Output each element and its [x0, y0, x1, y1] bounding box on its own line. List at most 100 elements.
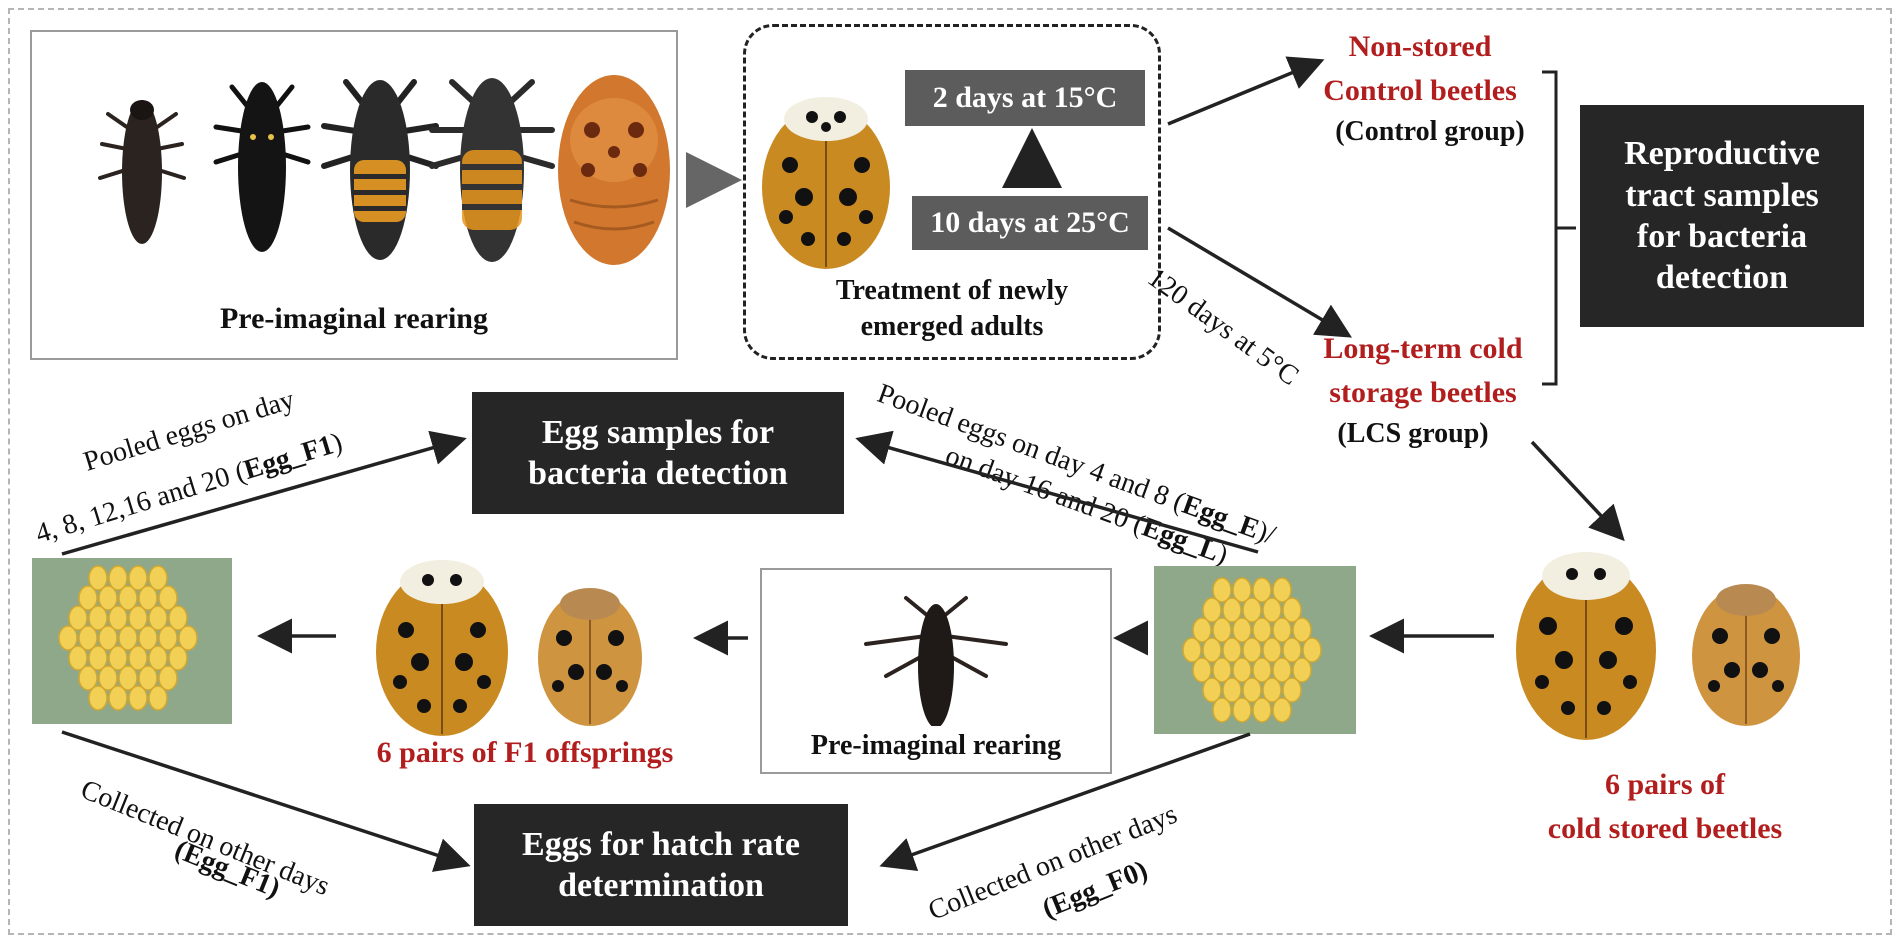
- pre-imaginal-box-bottom: Pre-imaginal rearing: [760, 568, 1112, 774]
- ladybird-adult-icon: [1692, 584, 1800, 726]
- egg-samples-line2: bacteria detection: [528, 455, 788, 492]
- egg: [1262, 677, 1282, 703]
- egg: [148, 565, 168, 591]
- egg: [88, 565, 108, 591]
- egg: [68, 605, 88, 631]
- egg: [88, 685, 108, 711]
- egg: [108, 645, 128, 671]
- ladybird-larva-icon: [98, 100, 186, 244]
- egg: [1192, 617, 1212, 643]
- egg: [108, 605, 128, 631]
- egg: [108, 685, 128, 711]
- egg: [1232, 577, 1252, 603]
- egg: [88, 605, 108, 631]
- egg: [1242, 637, 1262, 663]
- egg: [98, 665, 118, 691]
- lcs-group-label: (LCS group): [1337, 418, 1489, 449]
- bracket-icon: [1542, 70, 1576, 386]
- ladybird-adult-icon: [762, 97, 890, 269]
- egg: [168, 605, 188, 631]
- arrow-icon: [855, 430, 1259, 554]
- egg-cluster-f0: [1154, 566, 1356, 734]
- egg-cluster-icon: [58, 565, 198, 711]
- egg: [78, 625, 98, 651]
- pre-imaginal-label-bottom: Pre-imaginal rearing: [810, 730, 1062, 761]
- egg: [1282, 637, 1302, 663]
- non-stored-line1: Non-stored: [1348, 30, 1492, 63]
- egg: [1212, 697, 1232, 723]
- arrow-icon: [61, 730, 471, 872]
- egg: [1262, 637, 1282, 663]
- arrow-icon: [1530, 440, 1625, 542]
- pre-imaginal-label-top: Pre-imaginal rearing: [219, 302, 488, 335]
- egg: [1232, 657, 1252, 683]
- egg: [1212, 657, 1232, 683]
- egg: [128, 565, 148, 591]
- egg: [1222, 677, 1242, 703]
- pre-imaginal-box-top: Pre-imaginal rearing: [30, 30, 678, 360]
- egg: [148, 685, 168, 711]
- arrow-icon: [61, 430, 467, 556]
- egg: [1222, 637, 1242, 663]
- egg: [158, 625, 178, 651]
- f1-offspring-beetles: [376, 560, 642, 736]
- egg: [1272, 577, 1292, 603]
- egg: [108, 565, 128, 591]
- egg: [148, 645, 168, 671]
- ladybird-pupa-icon: [558, 75, 670, 265]
- egg: [1272, 657, 1292, 683]
- egg: [58, 625, 78, 651]
- non-stored-line2: Control beetles: [1323, 74, 1517, 107]
- ladybird-adult-icon: [1516, 552, 1656, 740]
- repro-line3: for bacteria: [1636, 218, 1808, 255]
- ten-days-box: 10 days at 25°C: [912, 196, 1148, 250]
- egg: [1232, 617, 1252, 643]
- long-term-line1: Long-term cold: [1323, 332, 1523, 365]
- repro-line2: tract samples: [1625, 176, 1819, 214]
- egg: [1282, 677, 1302, 703]
- repro-line1: Reproductive: [1624, 135, 1820, 173]
- egg: [178, 625, 198, 651]
- six-pairs-f1-label: 6 pairs of F1 offsprings: [376, 736, 674, 769]
- egg: [138, 585, 158, 611]
- egg: [168, 645, 188, 671]
- egg: [128, 605, 148, 631]
- treatment-label-line2: emerged adults: [860, 311, 1044, 342]
- ladybird-larva-icon: [321, 79, 439, 260]
- ladybird-larva-icon: [213, 82, 311, 252]
- egg: [78, 665, 98, 691]
- egg: [138, 625, 158, 651]
- egg: [78, 585, 98, 611]
- control-group-label: (Control group): [1335, 116, 1525, 147]
- egg: [1202, 637, 1222, 663]
- egg: [1252, 657, 1272, 683]
- reproductive-tract-box: Reproductive tract samples for bacteria …: [1580, 105, 1864, 327]
- egg: [1192, 657, 1212, 683]
- arrow-icon: [879, 732, 1251, 872]
- figure-frame: [8, 8, 1892, 935]
- six-pairs-cold-line2: cold stored beetles: [1547, 812, 1783, 845]
- egg: [1282, 597, 1302, 623]
- egg: [158, 665, 178, 691]
- treatment-label-line1: Treatment of newly: [835, 275, 1069, 306]
- egg: [1202, 597, 1222, 623]
- long-term-line2: storage beetles: [1329, 376, 1517, 409]
- egg: [118, 585, 138, 611]
- egg: [1242, 597, 1262, 623]
- egg: [1292, 657, 1312, 683]
- ladybird-adult-icon: [538, 588, 642, 726]
- ladybird-larva-icon: [864, 596, 1008, 726]
- development-stages: [98, 75, 670, 265]
- egg: [118, 665, 138, 691]
- egg: [98, 625, 118, 651]
- egg: [1182, 637, 1202, 663]
- egg: [1222, 597, 1242, 623]
- egg: [128, 685, 148, 711]
- egg-cluster-f1: [32, 558, 232, 724]
- egg: [88, 645, 108, 671]
- egg: [1302, 637, 1322, 663]
- egg: [1202, 677, 1222, 703]
- egg: [1212, 577, 1232, 603]
- egg: [128, 645, 148, 671]
